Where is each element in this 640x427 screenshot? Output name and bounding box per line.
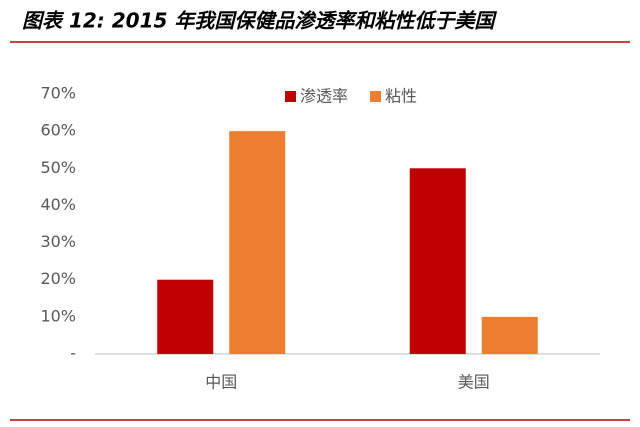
legend-swatch — [370, 91, 382, 102]
legend-label: 渗透率 — [300, 87, 348, 106]
x-tick-label: 美国 — [458, 373, 490, 392]
legend-swatch — [285, 91, 296, 102]
y-tick-label: 60% — [40, 121, 76, 140]
x-tick-label: 中国 — [205, 373, 237, 392]
bar — [409, 168, 466, 354]
y-tick-label: 40% — [40, 195, 76, 214]
y-tick-label: 20% — [40, 269, 76, 288]
y-tick-label: 10% — [40, 306, 76, 325]
bar — [229, 131, 286, 354]
bar — [157, 279, 214, 354]
y-tick-label: 50% — [40, 158, 76, 177]
y-tick-label: 30% — [40, 232, 76, 251]
bar — [481, 316, 538, 354]
y-tick-label: - — [70, 344, 76, 363]
y-tick-label: 70% — [40, 84, 76, 103]
chart-title: 图表 12: 2015 年我国保健品渗透率和粘性低于美国 — [22, 9, 497, 33]
legend-label: 粘性 — [385, 87, 417, 106]
